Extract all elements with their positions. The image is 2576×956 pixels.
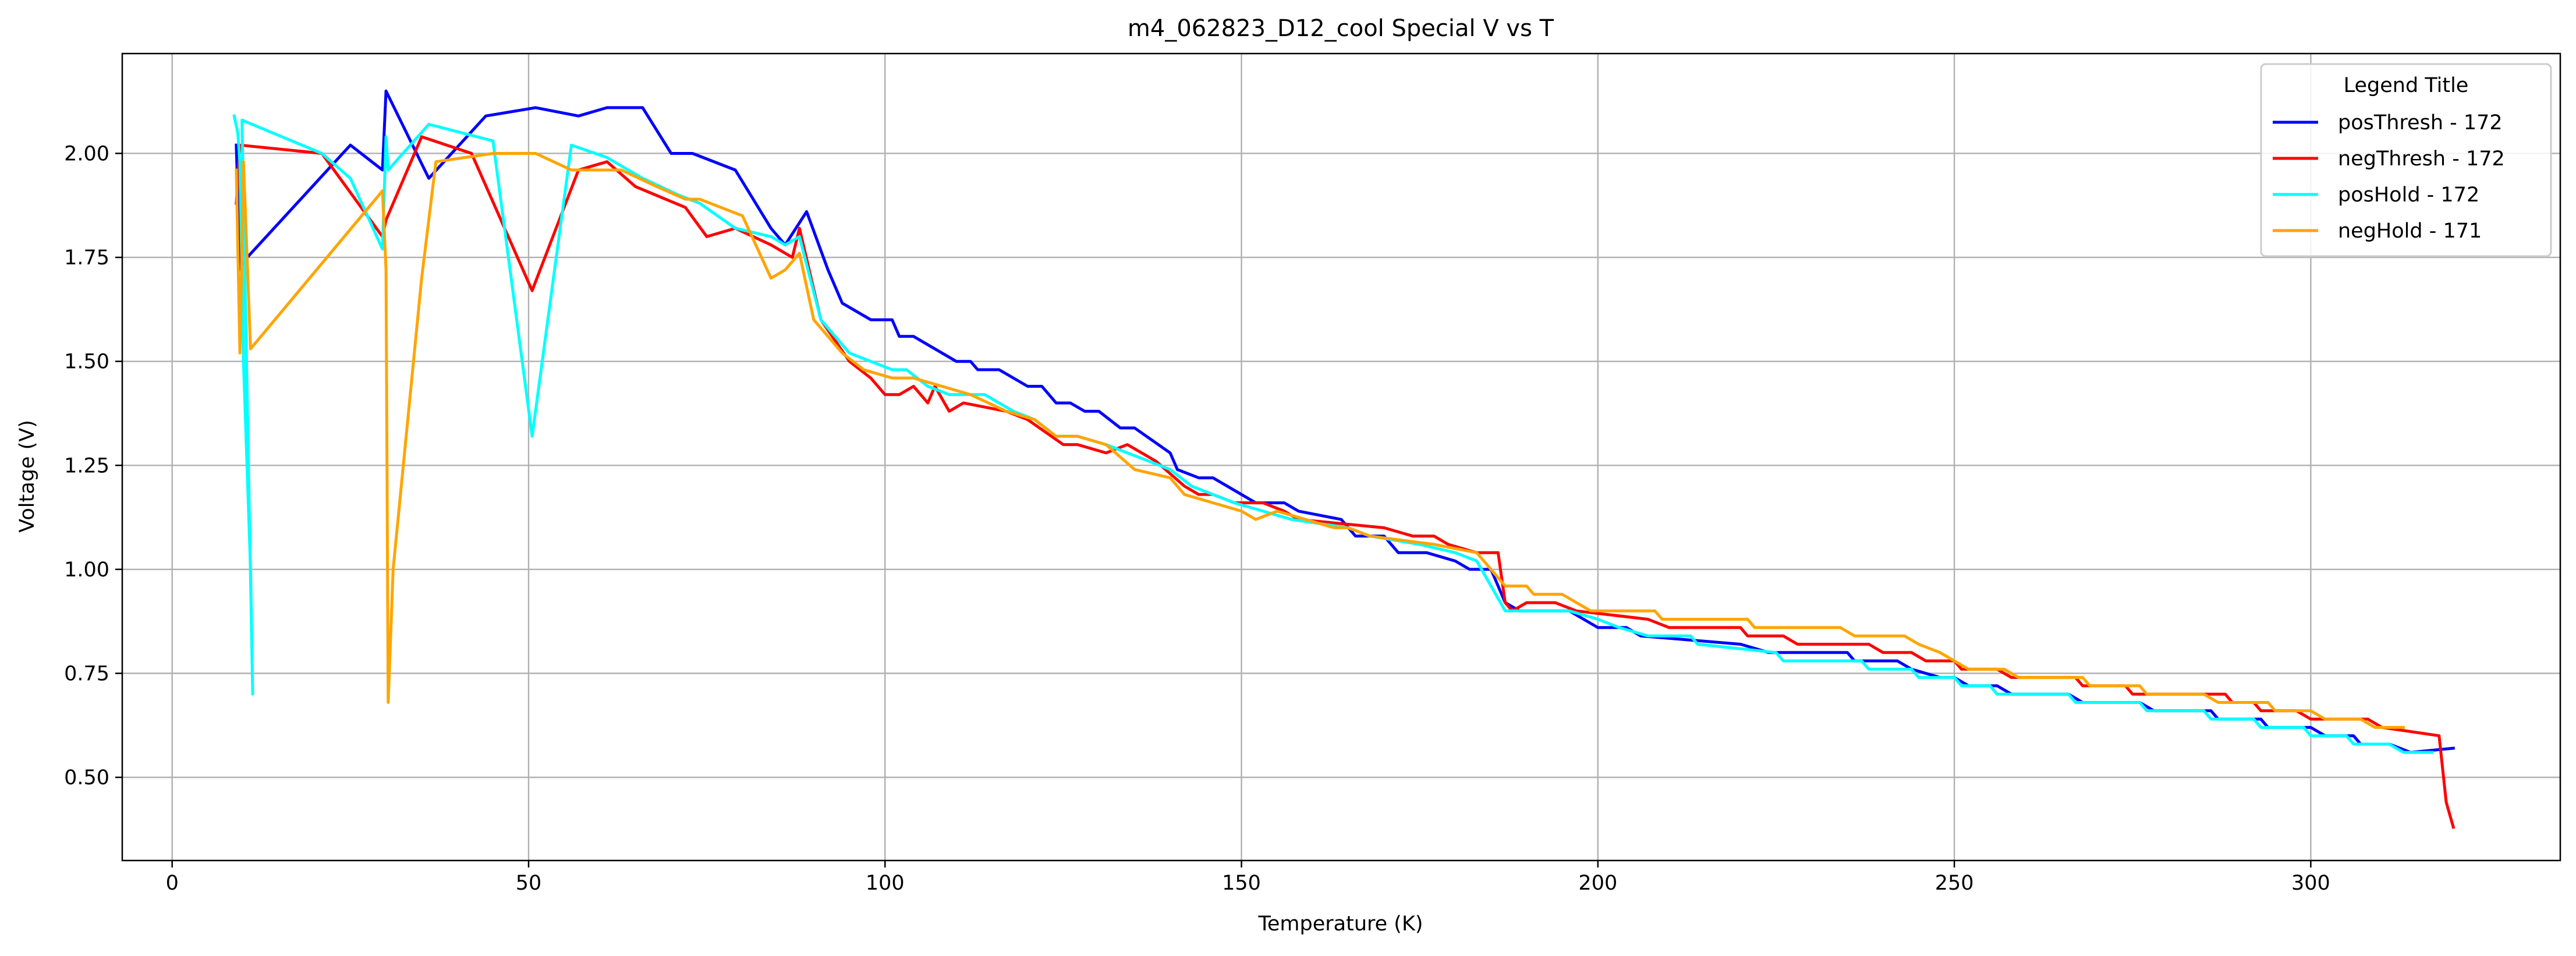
x-tick-label: 200: [1578, 872, 1617, 895]
legend-entry-label: posThresh - 172: [2338, 111, 2503, 134]
y-tick-label: 0.75: [64, 663, 109, 686]
x-tick-label: 250: [1935, 872, 1974, 895]
y-axis-label: Voltage (V): [16, 420, 39, 533]
y-tick-label: 1.50: [64, 350, 109, 374]
y-tick-label: 2.00: [64, 142, 109, 165]
legend: Legend Title posThresh - 172 negThresh - …: [2260, 63, 2552, 257]
y-tick-label: 0.50: [64, 766, 109, 789]
y-tick-label: 1.00: [64, 558, 109, 582]
legend-title: Legend Title: [2344, 74, 2469, 97]
x-tick-label: 300: [2291, 872, 2330, 895]
series-line: [235, 152, 2405, 729]
x-tick-label: 50: [516, 872, 542, 895]
chart-title: m4_062823_D12_cool Special V vs T: [1128, 15, 1554, 42]
y-tick-label: 1.25: [64, 454, 109, 477]
series-line: [232, 114, 2434, 754]
legend-entry-label: negHold - 171: [2338, 219, 2482, 243]
x-tick-label: 150: [1222, 872, 1261, 895]
x-tick-label: 0: [166, 872, 179, 895]
x-tick-label: 100: [866, 872, 905, 895]
legend-entry-label: posHold - 172: [2338, 183, 2479, 207]
plot-frame: [121, 52, 2561, 862]
x-axis-label: Temperature (K): [1257, 912, 1423, 936]
y-tick-label: 1.75: [64, 246, 109, 270]
legend-entry-label: negThresh - 172: [2338, 147, 2505, 171]
